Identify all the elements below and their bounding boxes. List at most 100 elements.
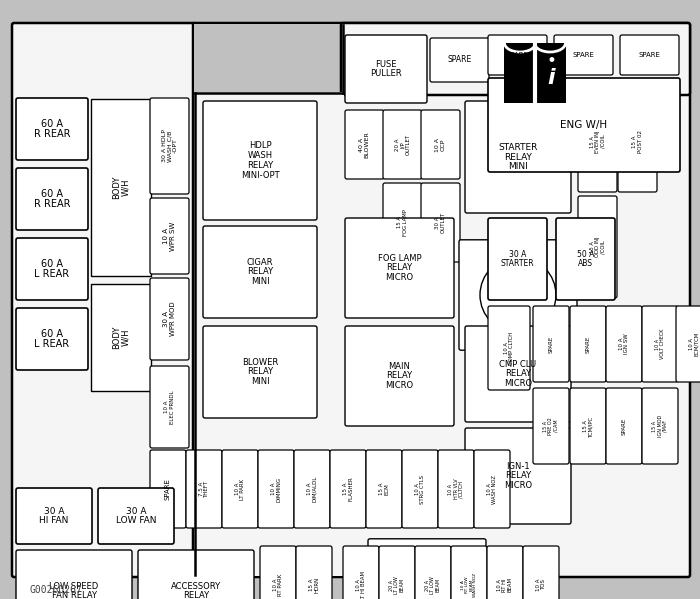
FancyBboxPatch shape [459,240,577,350]
FancyBboxPatch shape [504,43,533,103]
FancyBboxPatch shape [488,306,530,390]
Text: SPARE: SPARE [622,418,626,435]
FancyBboxPatch shape [642,388,678,464]
Text: ENG W/H: ENG W/H [561,120,608,130]
Text: 40 A
BLOWER: 40 A BLOWER [359,131,370,158]
Text: 15 A
ODD INJ
/COIL: 15 A ODD INJ /COIL [589,237,606,257]
Text: SPARE: SPARE [165,478,171,500]
FancyBboxPatch shape [368,539,486,599]
Text: 10 A
COMP CLTCH: 10 A COMP CLTCH [504,331,514,365]
FancyBboxPatch shape [465,101,571,213]
FancyBboxPatch shape [383,183,422,262]
Text: 10 A
WPR SW: 10 A WPR SW [163,222,176,250]
FancyBboxPatch shape [330,450,366,528]
Text: 10 A
STRG CTLS: 10 A STRG CTLS [415,474,425,504]
Text: BLOWER
RELAY
MINI: BLOWER RELAY MINI [242,358,278,386]
Text: 15 A
FLASHER: 15 A FLASHER [343,477,354,501]
FancyBboxPatch shape [620,35,679,75]
FancyBboxPatch shape [465,326,571,422]
Text: 20 A
LT LOW
BEAM: 20 A LT LOW BEAM [425,576,441,594]
Text: 60 A
R REAR: 60 A R REAR [34,189,70,210]
FancyBboxPatch shape [343,546,379,599]
FancyBboxPatch shape [345,326,454,426]
Text: 15 A
HORN: 15 A HORN [309,577,319,593]
FancyBboxPatch shape [203,101,317,220]
FancyBboxPatch shape [260,546,296,599]
FancyBboxPatch shape [345,35,427,103]
Text: 50 A
ABS: 50 A ABS [577,250,594,268]
FancyBboxPatch shape [294,450,330,528]
Text: 10 A
LT HI BEAM: 10 A LT HI BEAM [356,570,366,599]
Text: 10 A
WASH NOZ: 10 A WASH NOZ [486,474,497,504]
Text: CIGAR
RELAY
MINI: CIGAR RELAY MINI [246,258,273,286]
Text: 30 A
WPR MOD: 30 A WPR MOD [163,302,176,336]
Text: 10 A
DIM/ALDL: 10 A DIM/ALDL [307,476,317,502]
FancyBboxPatch shape [421,110,460,179]
Text: FOG LAMP
RELAY
MICRO: FOG LAMP RELAY MICRO [378,254,421,282]
FancyBboxPatch shape [606,306,642,382]
Text: 10 A
IGN SW: 10 A IGN SW [619,334,629,355]
FancyBboxPatch shape [98,488,174,544]
Text: i: i [547,68,555,88]
FancyBboxPatch shape [91,284,151,391]
Text: ACCESSORY
RELAY
MINI: ACCESSORY RELAY MINI [171,582,221,599]
FancyBboxPatch shape [16,550,132,599]
FancyBboxPatch shape [341,23,690,95]
FancyBboxPatch shape [474,450,510,528]
FancyBboxPatch shape [642,306,678,382]
Text: BODY
W/H: BODY W/H [112,176,130,199]
FancyBboxPatch shape [345,110,384,179]
FancyBboxPatch shape [193,23,690,577]
FancyBboxPatch shape [138,550,254,599]
Text: HDLP
WASH
RELAY
MINI-OPT: HDLP WASH RELAY MINI-OPT [241,141,279,180]
Text: •: • [546,52,556,70]
FancyBboxPatch shape [438,450,474,528]
FancyBboxPatch shape [16,308,88,370]
Text: LOW SPEED
FAN RELAY
MINI: LOW SPEED FAN RELAY MINI [50,582,99,599]
FancyBboxPatch shape [150,278,189,360]
Text: 10 A
LT PARK: 10 A LT PARK [234,479,245,500]
Text: 15 A
IGN MOD
/MAF: 15 A IGN MOD /MAF [652,415,668,437]
Text: 60 A
R REAR: 60 A R REAR [34,119,70,140]
FancyBboxPatch shape [91,99,151,276]
Text: 15 A
PRE O2
/CAM: 15 A PRE O2 /CAM [543,417,559,435]
Text: 30 A HDLP
WASH C/B
-OPT: 30 A HDLP WASH C/B -OPT [162,129,177,162]
Text: 30 A
HI FAN: 30 A HI FAN [39,507,69,525]
FancyBboxPatch shape [570,306,606,382]
Text: CMP CLU
RELAY
MICRO: CMP CLU RELAY MICRO [499,360,537,388]
FancyBboxPatch shape [150,366,189,448]
FancyBboxPatch shape [487,546,523,599]
Text: SPARE: SPARE [638,52,660,58]
Text: 10 A
RT LOW
BEAM
WASH NOZ: 10 A RT LOW BEAM WASH NOZ [461,573,477,597]
FancyBboxPatch shape [366,450,402,528]
Text: SPARE: SPARE [573,52,594,58]
Text: 15 A
FOG LAMP: 15 A FOG LAMP [398,209,407,236]
FancyBboxPatch shape [451,546,487,599]
FancyBboxPatch shape [421,183,460,262]
Text: 30 A
OUTLET: 30 A OUTLET [435,212,446,233]
Text: SPARE: SPARE [549,335,554,353]
Text: 15 A
ECM: 15 A ECM [379,483,389,495]
FancyBboxPatch shape [296,546,332,599]
Text: SPARE: SPARE [507,52,528,58]
Text: FUSE
PULLER: FUSE PULLER [370,60,402,78]
FancyBboxPatch shape [578,196,617,298]
Text: 10 A
RT HI
BEAM: 10 A RT HI BEAM [497,577,513,592]
FancyBboxPatch shape [488,78,680,172]
FancyBboxPatch shape [258,450,294,528]
Circle shape [389,556,465,599]
FancyBboxPatch shape [523,546,559,599]
Text: STARTER
RELAY
MINI: STARTER RELAY MINI [498,143,538,171]
FancyBboxPatch shape [222,450,258,528]
FancyBboxPatch shape [16,98,88,160]
FancyBboxPatch shape [203,226,317,318]
FancyBboxPatch shape [150,98,189,194]
Text: 10 A
HTR VLV
/CLTCH: 10 A HTR VLV /CLTCH [448,479,464,500]
FancyBboxPatch shape [488,35,547,75]
FancyBboxPatch shape [488,218,547,300]
Circle shape [480,257,556,333]
Text: 10 A
ELEC PRNDL: 10 A ELEC PRNDL [164,390,175,424]
FancyBboxPatch shape [554,35,613,75]
FancyBboxPatch shape [578,91,617,192]
Text: SPARE: SPARE [447,56,472,65]
